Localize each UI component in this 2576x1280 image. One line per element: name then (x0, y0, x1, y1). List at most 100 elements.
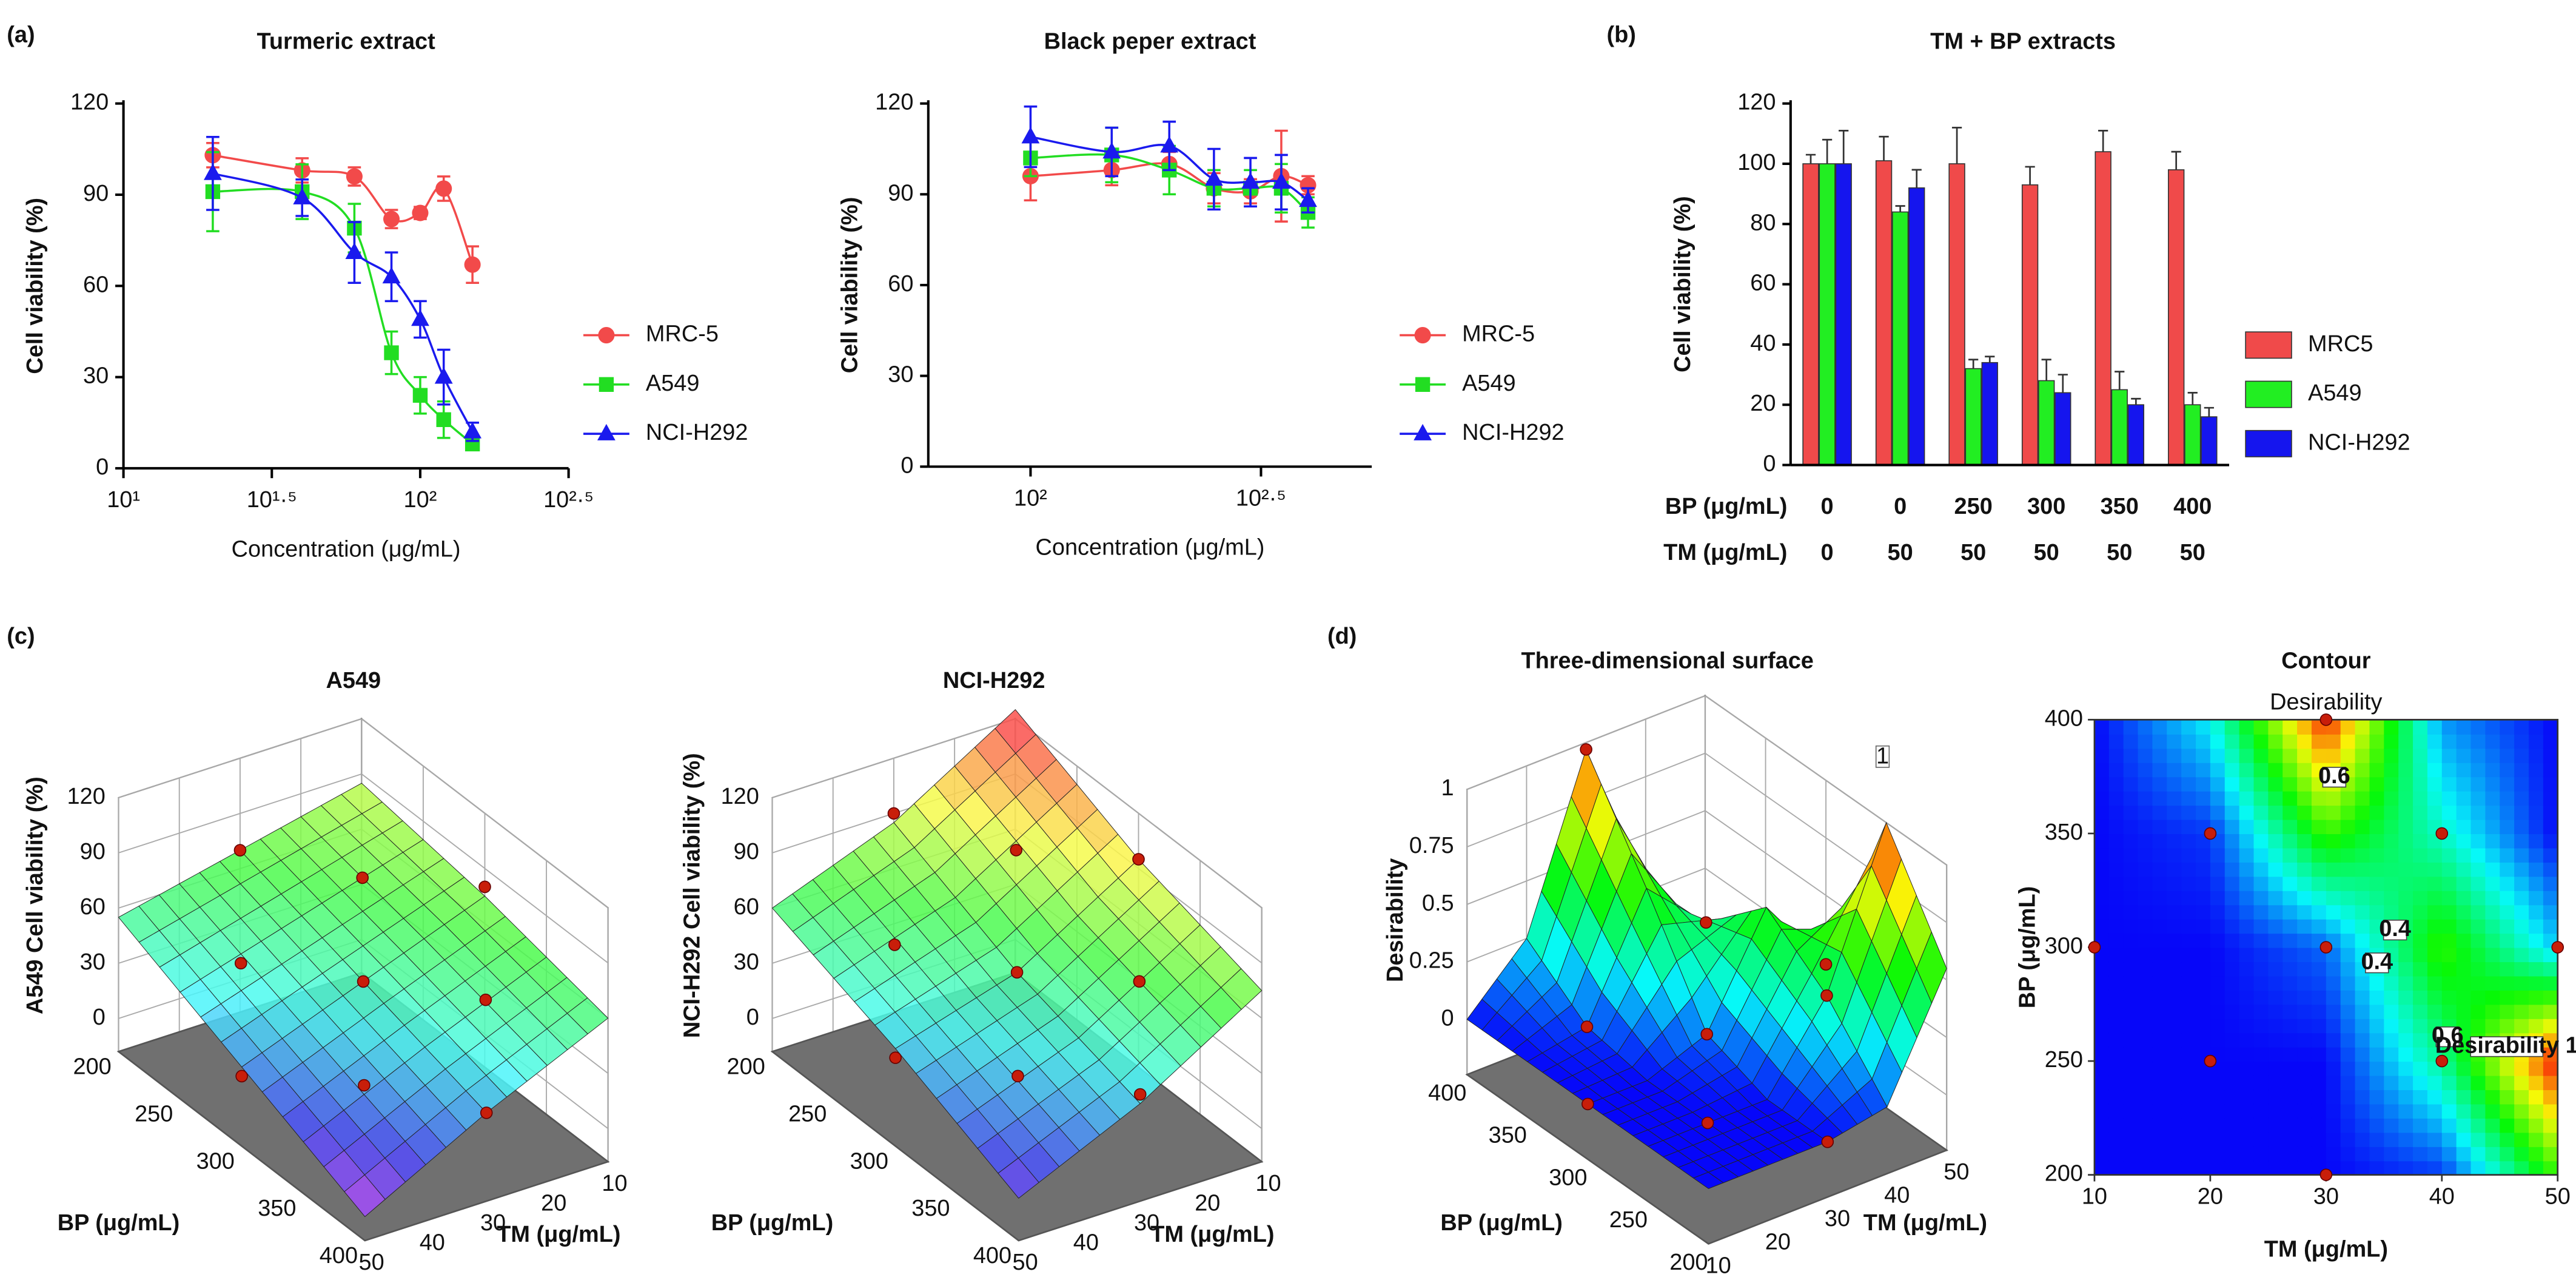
heat-cell (2326, 861, 2341, 877)
heat-cell (2398, 748, 2414, 763)
heat-cell (2123, 762, 2139, 778)
design-point (2435, 827, 2449, 840)
design-point (1011, 1069, 1024, 1083)
heat-cell (2485, 861, 2501, 877)
heat-cell (2529, 975, 2544, 991)
heat-cell (2196, 961, 2211, 977)
y-tick-label: 350 (2045, 820, 2083, 845)
marker (383, 211, 400, 227)
heat-cell (2470, 861, 2486, 877)
heat-cell (2514, 833, 2530, 849)
heat-cell (2470, 989, 2486, 1005)
z-tick-label: 0 (93, 1005, 106, 1030)
heat-cell (2311, 1103, 2327, 1119)
heat-cell (2224, 776, 2240, 792)
heat-cell (2398, 1075, 2414, 1091)
heat-cell (2167, 890, 2182, 906)
heat-cell (2529, 762, 2544, 778)
heat-cell (2094, 762, 2110, 778)
bar (1948, 163, 1965, 466)
design-point (1819, 958, 1833, 971)
heat-cell (2326, 1075, 2341, 1091)
heat-cell (2283, 1103, 2298, 1119)
heat-cell (2152, 733, 2168, 749)
heat-cell (2268, 961, 2284, 977)
design-point (1580, 743, 1592, 756)
heat-cell (2094, 1160, 2110, 1176)
x-tick-label: 250 (1954, 494, 1993, 519)
heat-cell (2369, 975, 2385, 991)
heat-cell (2123, 1004, 2139, 1019)
heat-cell (2167, 719, 2182, 735)
marker (293, 187, 312, 204)
heat-cell (2470, 833, 2486, 849)
heat-cell (2529, 890, 2544, 906)
heat-cell (2470, 719, 2486, 735)
y-tick-label: 30 (888, 362, 913, 388)
design-point (2204, 827, 2217, 840)
heat-cell (2283, 733, 2298, 749)
heat-cell (2398, 1160, 2414, 1176)
y-tick-label: 250 (2045, 1047, 2083, 1073)
heat-cell (2500, 1018, 2515, 1034)
heat-cell (2123, 833, 2139, 849)
heat-cell (2413, 805, 2429, 820)
heat-cell (2224, 1117, 2240, 1133)
heat-cell (2485, 989, 2501, 1005)
heat-cell (2253, 1103, 2269, 1119)
heat-cell (2094, 790, 2110, 806)
heat-cell (2456, 861, 2472, 877)
legend-label: NCI-H292 (646, 420, 748, 445)
legend-label: MRC5 (2308, 331, 2373, 357)
heat-cell (2181, 1018, 2197, 1034)
heat-cell (2138, 1132, 2153, 1147)
heat-cell (2398, 1117, 2414, 1133)
heat-cell (2094, 748, 2110, 763)
heat-cell (2297, 975, 2313, 991)
heat-cell (2297, 833, 2313, 849)
x-tick-label: 50 (1888, 540, 1913, 565)
heat-cell (2108, 989, 2124, 1005)
chart-title: TM + BP extracts (1930, 29, 2116, 54)
heat-cell (2413, 918, 2429, 934)
heat-cell (2384, 989, 2400, 1005)
heat-cell (2427, 847, 2443, 863)
heat-cell (2355, 1075, 2370, 1091)
heat-cell (2167, 1132, 2182, 1147)
heat-cell (2369, 1103, 2385, 1119)
heat-cell (2283, 1032, 2298, 1048)
heat-cell (2384, 833, 2400, 849)
heat-cell (2413, 733, 2429, 749)
z-tick-label: 1 (1441, 775, 1454, 801)
heat-cell (2456, 989, 2472, 1005)
heat-cell (2167, 947, 2182, 963)
chart-title: Three-dimensional surface (1521, 648, 1813, 674)
x-tick-label: 20 (2198, 1184, 2223, 1210)
heat-cell (2297, 1046, 2313, 1062)
heat-cell (2456, 1146, 2472, 1162)
heat-cell (2108, 790, 2124, 806)
z-tick-label: 30 (734, 949, 759, 975)
y-tick-label: 60 (1750, 271, 1776, 296)
heat-cell (2456, 1046, 2472, 1062)
heat-cell (2427, 805, 2443, 820)
y-tick-label: 60 (83, 272, 109, 297)
heat-cell (2268, 904, 2284, 920)
marker (464, 256, 481, 273)
heat-cell (2514, 805, 2530, 820)
heat-cell (2413, 904, 2429, 920)
x-tick-label: 40 (420, 1230, 445, 1255)
heat-cell (2196, 989, 2211, 1005)
heat-cell (2485, 1132, 2501, 1147)
fit-curve (212, 187, 474, 445)
legend-label: A549 (1462, 371, 1516, 396)
heat-cell (2355, 933, 2370, 948)
heat-cell (2210, 1146, 2225, 1162)
heat-cell (2210, 1075, 2225, 1091)
heat-cell (2152, 1117, 2168, 1133)
heat-cell (2398, 975, 2414, 991)
heat-cell (2427, 776, 2443, 792)
heat-cell (2253, 918, 2269, 934)
heat-cell (2253, 961, 2269, 977)
y-tick-label: 200 (2045, 1161, 2083, 1187)
